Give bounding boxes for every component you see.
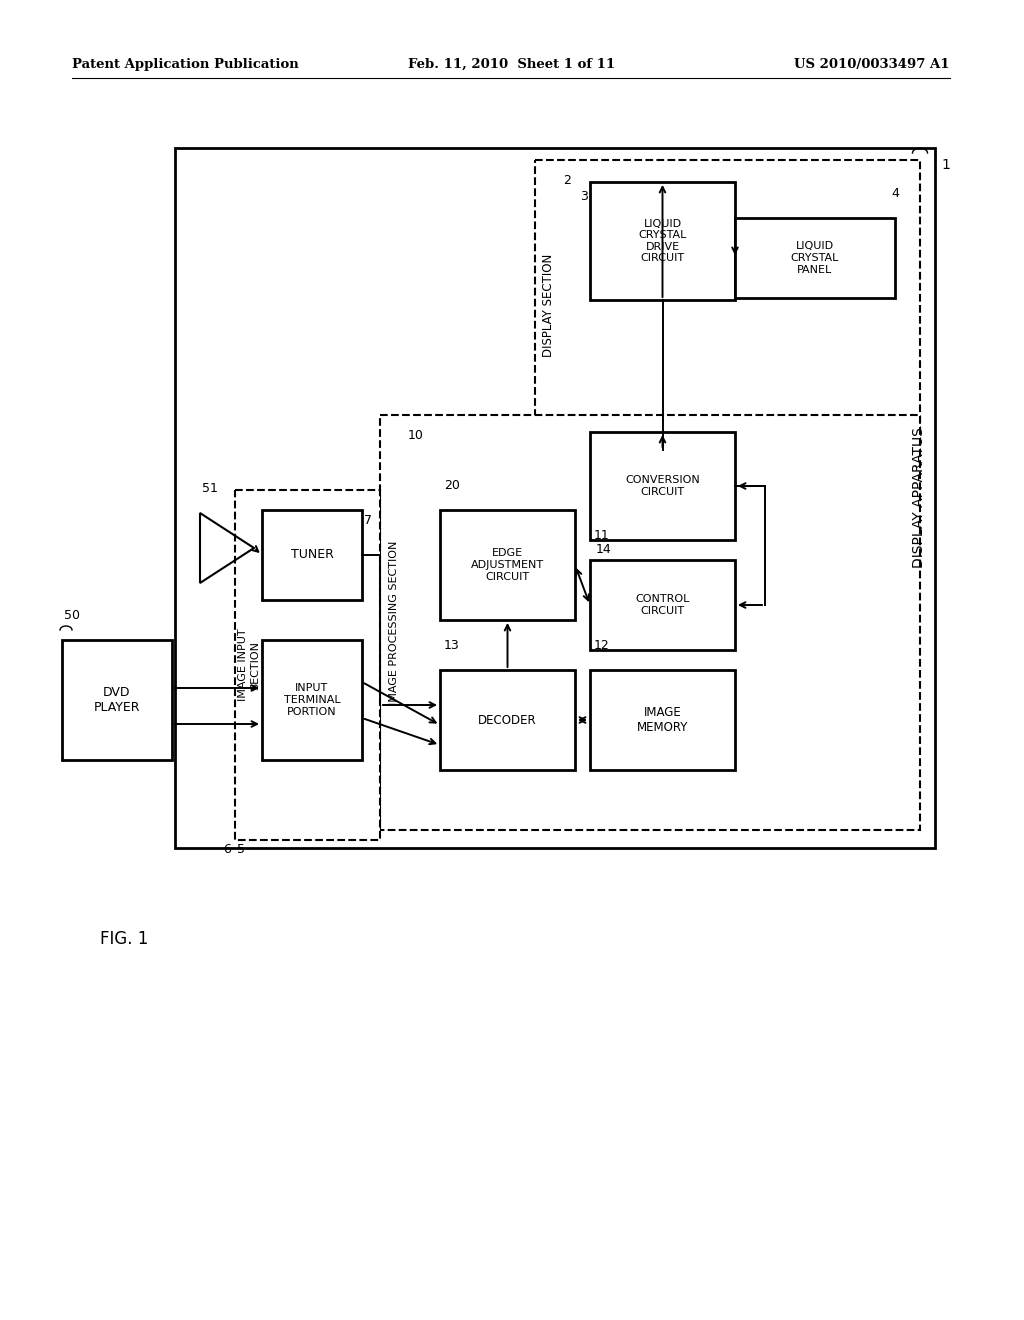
- Text: TUNER: TUNER: [291, 549, 334, 561]
- Text: DISPLAY APPARATUS: DISPLAY APPARATUS: [912, 428, 926, 569]
- Text: CONTROL
CIRCUIT: CONTROL CIRCUIT: [635, 594, 690, 616]
- Text: CONVERSION
CIRCUIT: CONVERSION CIRCUIT: [625, 475, 699, 496]
- Text: DECODER: DECODER: [478, 714, 537, 726]
- Bar: [175, 148, 935, 847]
- Bar: [440, 510, 575, 620]
- Text: INPUT
TERMINAL
PORTION: INPUT TERMINAL PORTION: [284, 684, 340, 717]
- Text: 6: 6: [223, 843, 231, 855]
- Bar: [590, 560, 735, 649]
- Text: 7: 7: [364, 513, 372, 527]
- Text: LIQUID
CRYSTAL
DRIVE
CIRCUIT: LIQUID CRYSTAL DRIVE CIRCUIT: [638, 219, 687, 264]
- Bar: [234, 490, 380, 840]
- Text: IMAGE INPUT
SECTION: IMAGE INPUT SECTION: [239, 628, 260, 701]
- Text: 3: 3: [581, 190, 588, 203]
- Bar: [590, 182, 735, 300]
- Text: US 2010/0033497 A1: US 2010/0033497 A1: [795, 58, 950, 71]
- Text: IMAGE PROCESSING SECTION: IMAGE PROCESSING SECTION: [389, 540, 399, 705]
- Text: 14: 14: [596, 543, 611, 556]
- Bar: [262, 510, 362, 601]
- Text: Feb. 11, 2010  Sheet 1 of 11: Feb. 11, 2010 Sheet 1 of 11: [409, 58, 615, 71]
- Bar: [62, 640, 172, 760]
- Text: 20: 20: [444, 479, 460, 492]
- Text: EDGE
ADJUSTMENT
CIRCUIT: EDGE ADJUSTMENT CIRCUIT: [471, 548, 544, 582]
- Bar: [735, 218, 895, 298]
- Text: 5: 5: [237, 843, 245, 855]
- Text: 1: 1: [941, 158, 950, 172]
- Text: 51: 51: [202, 482, 218, 495]
- Bar: [380, 414, 920, 830]
- Text: 50: 50: [63, 609, 80, 622]
- Bar: [440, 671, 575, 770]
- Text: 2: 2: [563, 174, 570, 187]
- Text: 12: 12: [594, 639, 609, 652]
- Text: 13: 13: [444, 639, 460, 652]
- Text: 4: 4: [891, 187, 899, 201]
- Bar: [590, 671, 735, 770]
- Text: IMAGE
MEMORY: IMAGE MEMORY: [637, 706, 688, 734]
- Text: Patent Application Publication: Patent Application Publication: [72, 58, 299, 71]
- Text: DISPLAY SECTION: DISPLAY SECTION: [543, 253, 555, 356]
- Text: DVD
PLAYER: DVD PLAYER: [94, 686, 140, 714]
- Text: 11: 11: [594, 529, 609, 543]
- Bar: [262, 640, 362, 760]
- Text: FIG. 1: FIG. 1: [100, 931, 148, 948]
- Text: LIQUID
CRYSTAL
PANEL: LIQUID CRYSTAL PANEL: [791, 242, 840, 275]
- Text: 10: 10: [408, 429, 424, 442]
- Bar: [535, 160, 920, 450]
- Bar: [590, 432, 735, 540]
